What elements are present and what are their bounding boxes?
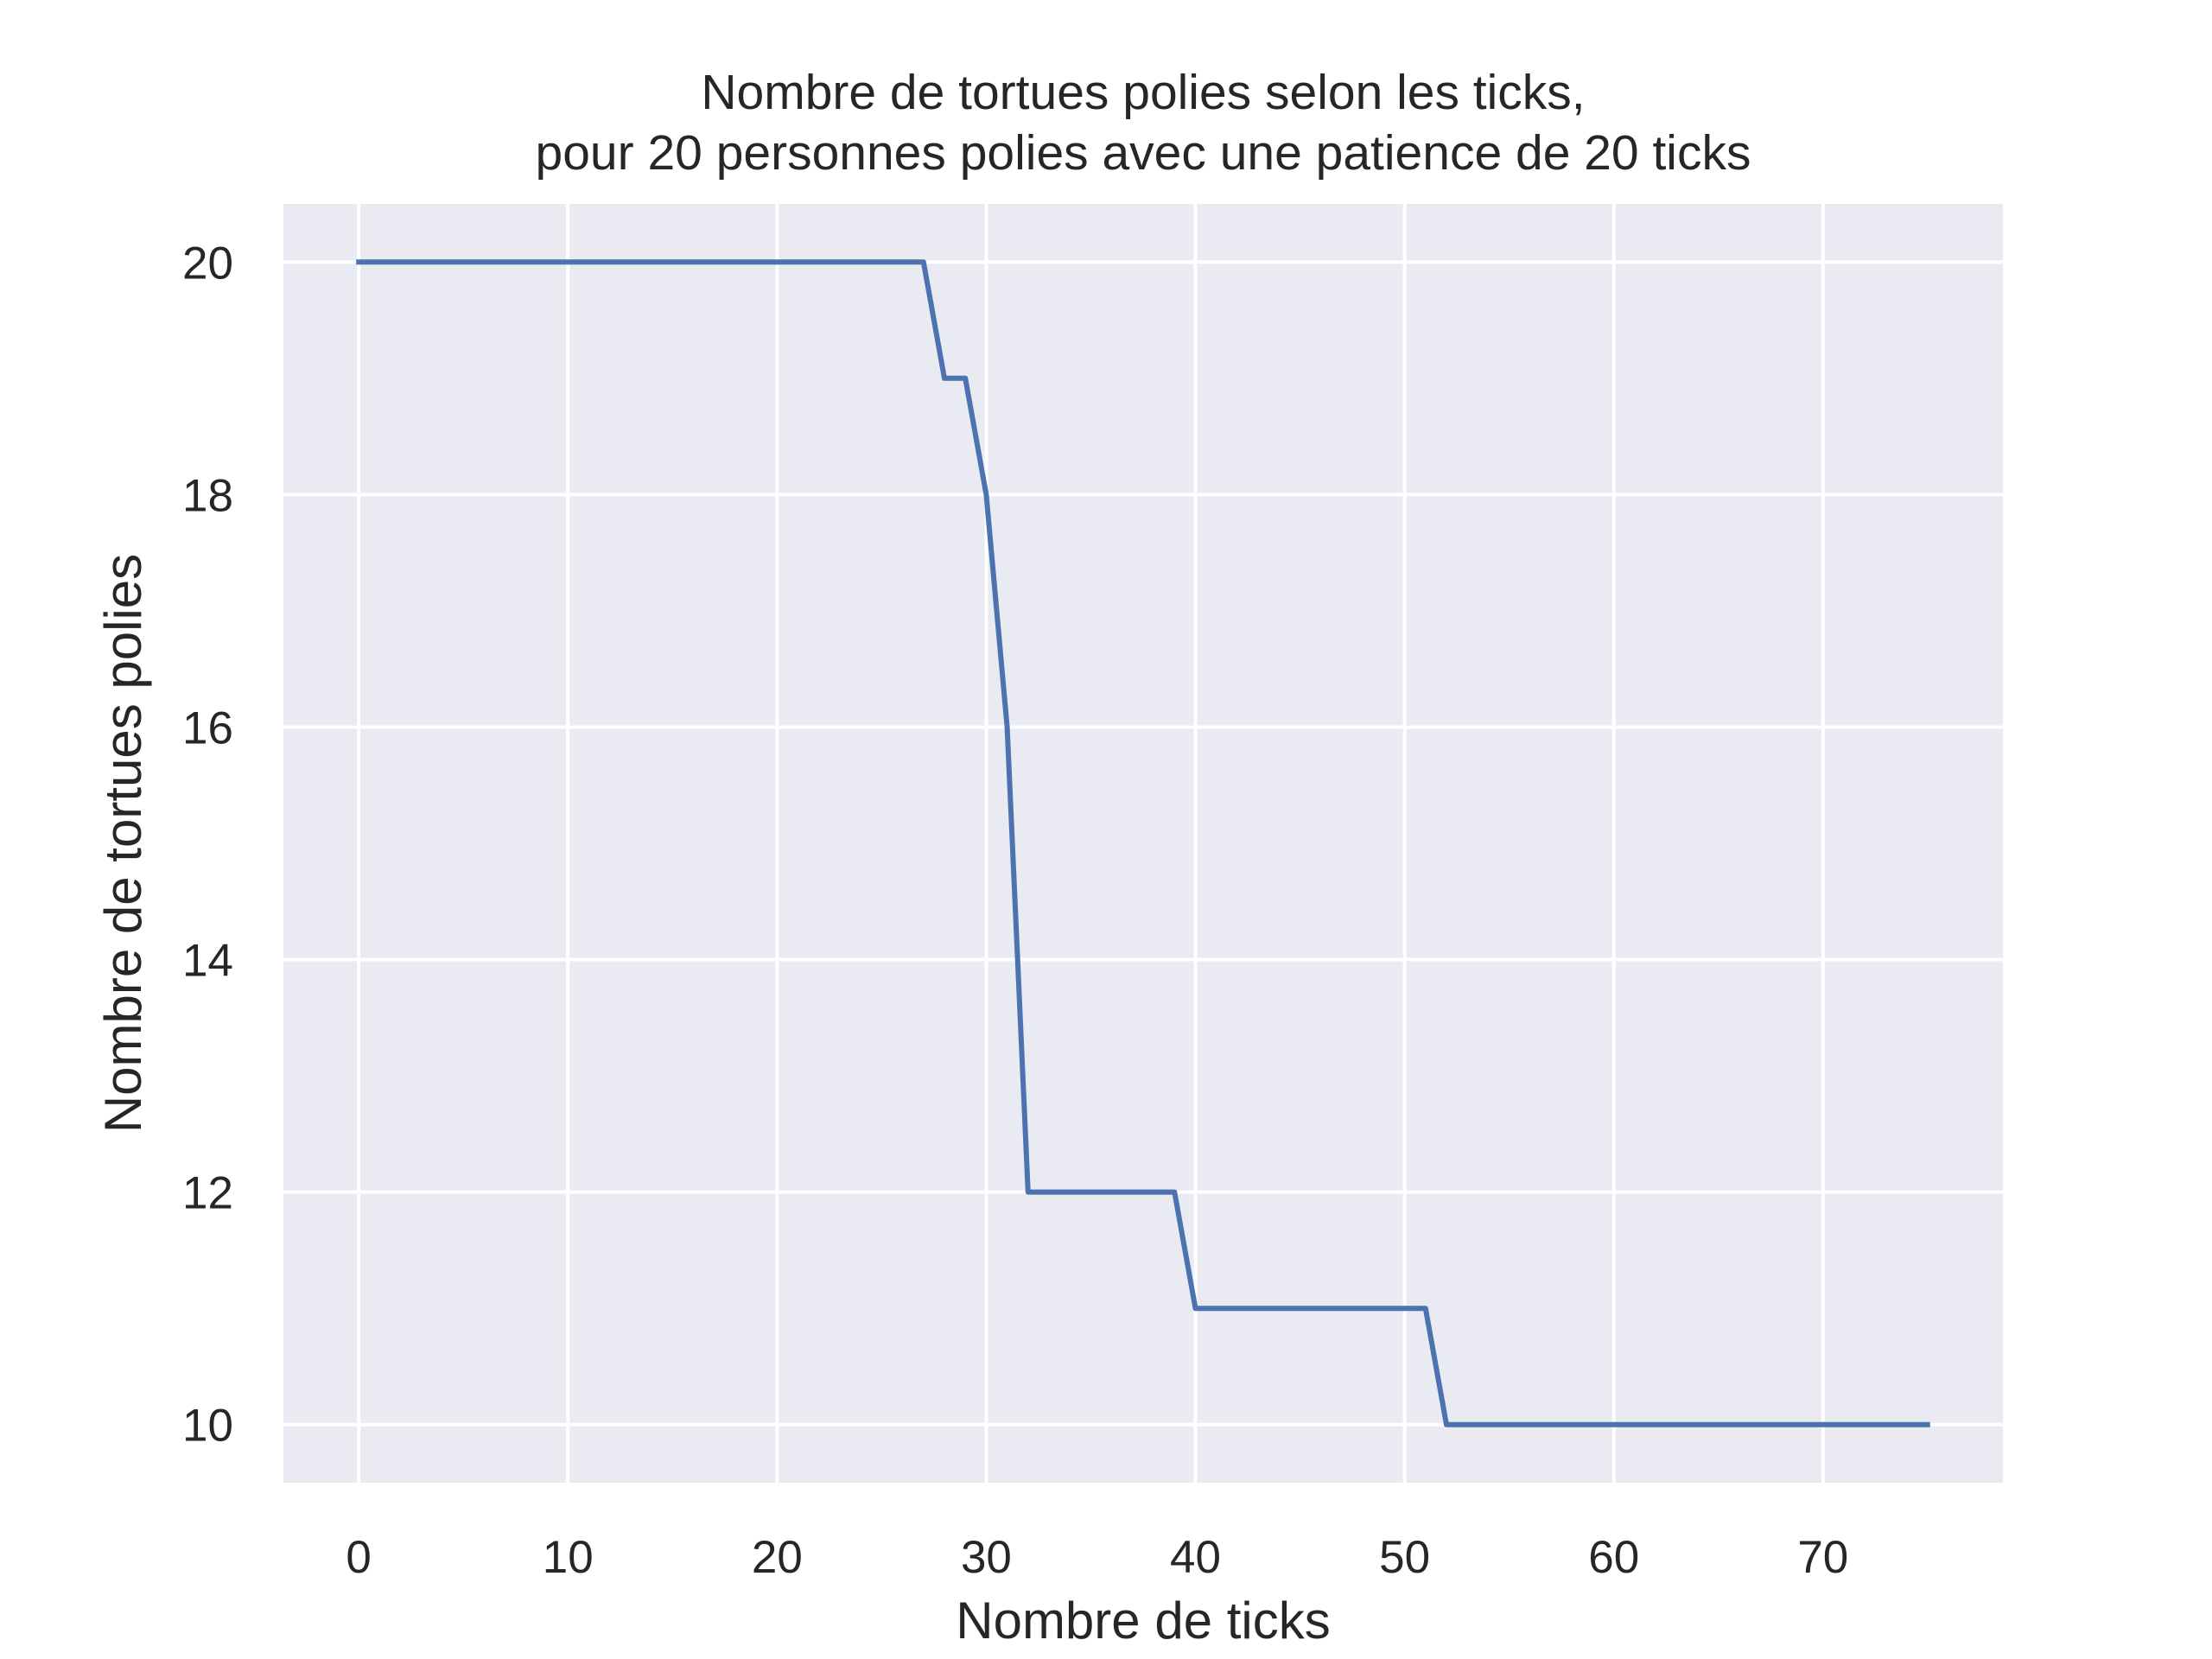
y-tick-label: 14 [182, 936, 233, 987]
x-tick-label: 20 [752, 1532, 803, 1583]
y-tick-label: 18 [182, 470, 233, 521]
chart-title: Nombre de tortues polies selon les ticks… [536, 65, 1751, 181]
x-gridlines [357, 204, 1825, 1483]
series-layer [356, 259, 1930, 1427]
y-tick-label: 10 [182, 1401, 233, 1452]
y-tick-label: 12 [182, 1168, 233, 1219]
plot-area [283, 204, 2003, 1483]
y-tick-label: 20 [182, 238, 233, 289]
chart-title-line-2: pour 20 personnes polies avec une patien… [536, 125, 1751, 181]
x-tick-label: 70 [1797, 1532, 1848, 1583]
y-axis-label: Nombre de tortues polies [94, 554, 152, 1133]
x-axis-label: Nombre de ticks [956, 1592, 1330, 1649]
y-tick-labels: 10 12 14 16 18 20 [182, 238, 233, 1451]
x-tick-label: 10 [543, 1532, 594, 1583]
chart-title-line-1: Nombre de tortues polies selon les ticks… [701, 65, 1585, 120]
x-tick-label: 50 [1379, 1532, 1430, 1583]
y-tick-label: 16 [182, 702, 233, 753]
x-tick-labels: 0 10 20 30 40 50 60 70 [346, 1532, 1848, 1583]
x-tick-label: 0 [346, 1532, 371, 1583]
x-tick-label: 30 [961, 1532, 1012, 1583]
y-gridlines [283, 260, 2003, 1427]
x-tick-label: 60 [1588, 1532, 1639, 1583]
x-tick-label: 40 [1170, 1532, 1221, 1583]
series-line [356, 259, 1930, 1427]
